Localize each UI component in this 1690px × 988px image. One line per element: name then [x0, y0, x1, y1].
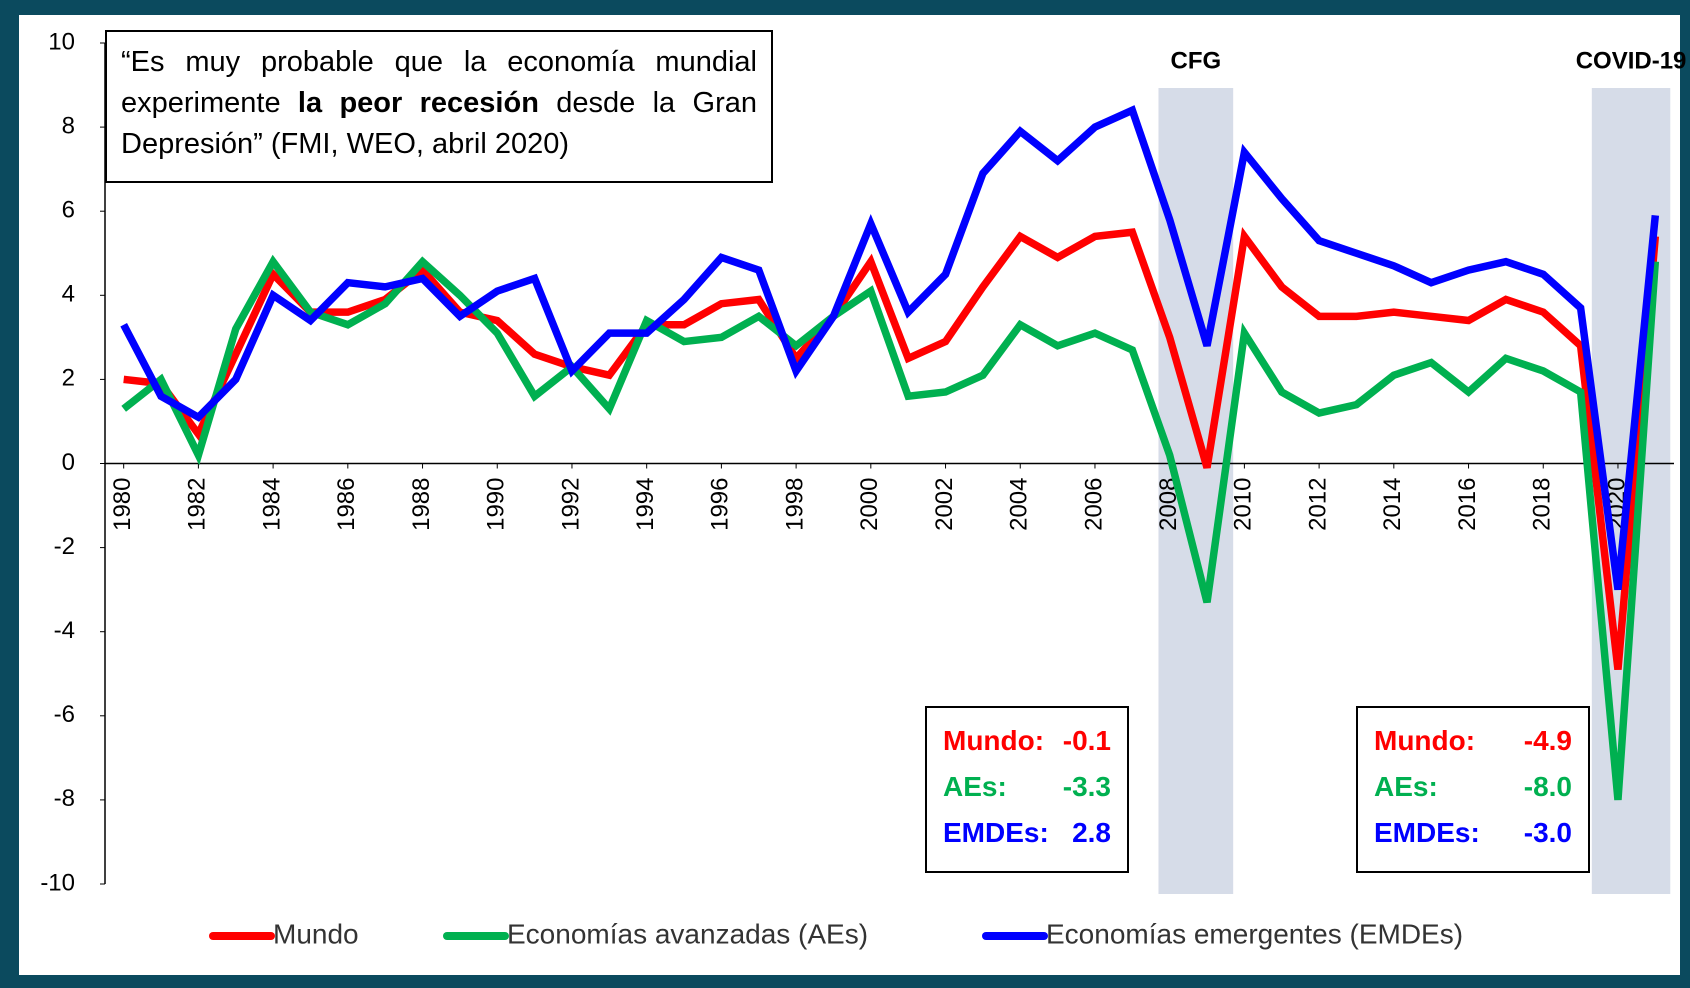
quote-box: “Es muy probable que la economía mundial…	[105, 30, 773, 183]
summary-label: EMDEs:	[1374, 817, 1480, 848]
summary-value: -3.0	[1523, 817, 1572, 848]
summary-row: AEs: -8.0	[1374, 764, 1572, 810]
quote-text: “Es muy probable que la economía mundial…	[121, 46, 757, 119]
summary-label: Mundo:	[943, 725, 1045, 756]
summary-box: Mundo: -0.1 AEs: -3.3 EMDEs: 2.8	[925, 706, 1129, 873]
summary-value: -8.0	[1523, 771, 1572, 802]
y-tick-label: -4	[54, 617, 75, 644]
summary-label: AEs:	[943, 771, 1007, 802]
x-tick-label: 1986	[333, 478, 360, 531]
summary-value: -0.1	[1062, 725, 1111, 756]
summary-label: AEs:	[1374, 771, 1438, 802]
x-tick-label: 1992	[557, 478, 584, 531]
shaded-label: COVID-19	[1576, 47, 1687, 74]
series-line	[121, 254, 1660, 801]
series-line	[123, 227, 1660, 670]
legend-label: Economías emergentes (EMDEs)	[1046, 918, 1463, 949]
legend-label: Mundo	[273, 918, 359, 949]
x-tick-label: 2016	[1454, 478, 1481, 531]
summary-row: Mundo: -0.1	[943, 718, 1111, 764]
x-tick-label: 1988	[408, 478, 435, 531]
summary-row: EMDEs: -3.0	[1374, 810, 1572, 856]
summary-row: Mundo: -4.9	[1374, 718, 1572, 764]
summary-label: EMDEs:	[943, 817, 1049, 848]
x-tick-label: 2012	[1304, 478, 1331, 531]
summary-value: 2.8	[1072, 817, 1111, 848]
series-line	[120, 105, 1660, 591]
y-tick-label: 8	[62, 112, 75, 139]
y-tick-label: -2	[54, 533, 75, 560]
x-tick-label: 1998	[781, 478, 808, 531]
legend-label: Economías avanzadas (AEs)	[507, 918, 868, 949]
x-tick-label: 1984	[258, 478, 285, 531]
x-tick-label: 2010	[1230, 478, 1257, 531]
x-tick-label: 1996	[707, 478, 734, 531]
x-tick-label: 2002	[931, 478, 958, 531]
quote-bold: la peor recesión	[297, 87, 539, 119]
y-tick-label: 10	[48, 28, 75, 55]
x-tick-label: 2000	[856, 478, 883, 531]
quote-text: desde la Gran Depresión” (FMI, WEO, abri…	[121, 87, 757, 160]
x-tick-label: 2004	[1006, 478, 1033, 531]
x-tick-label: 2006	[1080, 478, 1107, 531]
summary-row: EMDEs: 2.8	[943, 810, 1111, 856]
x-tick-label: 2018	[1529, 478, 1556, 531]
y-tick-label: -6	[54, 701, 75, 728]
shaded-label: CFG	[1170, 47, 1221, 74]
x-tick-label: 1994	[632, 478, 659, 531]
y-tick-label: 0	[62, 449, 75, 476]
x-tick-label: 1982	[184, 478, 211, 531]
x-tick-label: 1990	[483, 478, 510, 531]
y-tick-label: 4	[62, 281, 75, 308]
y-tick-label: -10	[40, 869, 75, 896]
x-tick-label: 1980	[109, 478, 136, 531]
summary-value: -4.9	[1523, 725, 1572, 756]
x-tick-label: 2014	[1379, 478, 1406, 531]
summary-label: Mundo:	[1374, 725, 1476, 756]
summary-value: -3.3	[1062, 771, 1111, 802]
y-tick-label: 2	[62, 365, 75, 392]
y-tick-label: -8	[54, 785, 75, 812]
y-tick-label: 6	[62, 197, 75, 224]
summary-row: AEs: -3.3	[943, 764, 1111, 810]
summary-box: Mundo: -4.9 AEs: -8.0 EMDEs: -3.0	[1356, 706, 1590, 873]
